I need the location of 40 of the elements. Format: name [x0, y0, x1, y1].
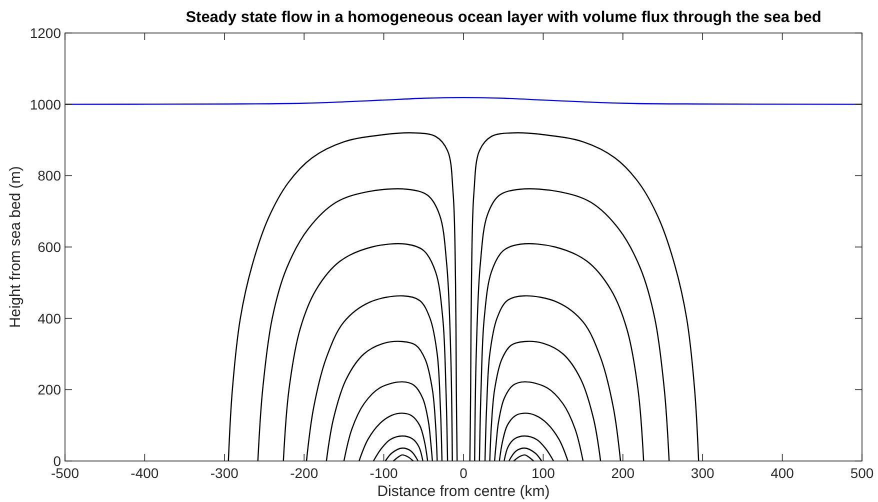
line-series	[372, 435, 424, 462]
x-axis-title: Distance from centre (km)	[377, 483, 550, 500]
line-series	[228, 132, 458, 462]
x-tick-label: -200	[290, 465, 318, 481]
y-tick-label: 1000	[30, 96, 62, 112]
line-series	[474, 188, 670, 462]
line-series	[358, 412, 428, 462]
x-tick-label: 300	[690, 465, 714, 481]
line-series	[489, 340, 602, 462]
x-tick-label: 400	[770, 465, 794, 481]
y-tick-label: 600	[38, 239, 62, 255]
line-series	[384, 448, 419, 462]
y-tick-label: 400	[38, 310, 62, 326]
line-series	[484, 295, 622, 462]
line-series	[343, 381, 434, 462]
x-tick-label: 100	[532, 465, 556, 481]
y-tick-label: 800	[38, 168, 62, 184]
x-tick-label: -100	[370, 465, 398, 481]
x-tick-label: 0	[460, 465, 468, 481]
y-tick-label: 200	[38, 382, 62, 398]
line-series	[469, 132, 700, 462]
chart-title: Steady state flow in a homogeneous ocean layer with volume flux through the sea bed	[186, 9, 822, 26]
x-tick-label: 500	[850, 465, 874, 481]
line-series	[478, 243, 644, 462]
line-series	[282, 243, 448, 462]
line-series	[494, 381, 584, 462]
line-series	[498, 412, 569, 462]
line-series	[392, 454, 414, 462]
line-series	[306, 295, 443, 462]
y-tick-label: 1200	[30, 25, 62, 41]
line-series	[257, 188, 453, 462]
line-series	[513, 454, 534, 462]
line-series	[326, 340, 438, 462]
x-tick-label: -300	[210, 465, 239, 481]
x-tick-label: -400	[130, 465, 159, 481]
y-axis-title: Height from sea bed (m)	[7, 166, 24, 328]
line-series	[508, 448, 542, 462]
line-series	[64, 96, 863, 105]
x-tick-label: 200	[611, 465, 635, 481]
line-series	[504, 435, 554, 462]
